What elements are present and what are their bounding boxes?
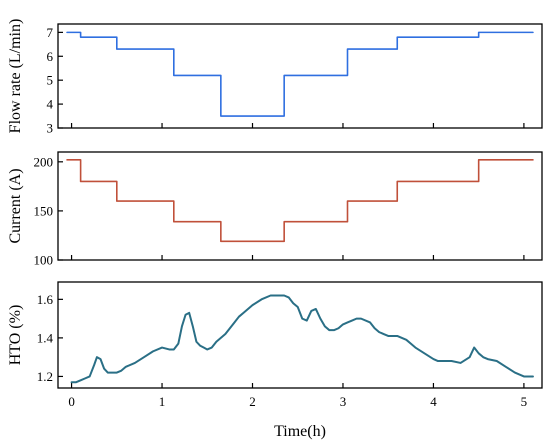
current-ticks: 100 150 200 (34, 154, 525, 268)
hto-panel: HTO (%) 0 1 2 3 4 5 1.2 1.4 1.6 (7, 281, 543, 409)
current-series (66, 159, 534, 243)
flow-rate-plot-frame (57, 23, 543, 129)
flow-rate-ytick-label: 5 (47, 73, 54, 88)
current-ylabel: Current (A) (7, 168, 24, 243)
hto-ylabel: HTO (%) (7, 305, 24, 366)
flow-rate-ytick-label: 7 (47, 25, 54, 40)
current-plot-frame (57, 151, 543, 261)
flow-rate-ytick-label: 4 (47, 97, 54, 112)
hto-xtick-label: 3 (340, 394, 347, 409)
flow-rate-ytick-label: 3 (47, 121, 54, 136)
hto-xtick-label: 1 (159, 394, 166, 409)
flow-rate-ticks: 3 4 5 6 7 (47, 25, 525, 136)
current-series-line (66, 159, 534, 243)
x-axis-title: Time(h) (274, 423, 326, 440)
hto-ticks: 0 1 2 3 4 5 1.2 1.4 1.6 (37, 292, 527, 409)
hto-ytick-label: 1.2 (37, 369, 53, 384)
hto-ytick-label: 1.4 (37, 330, 54, 345)
hto-ytick-label: 1.6 (37, 292, 54, 307)
flow-rate-series (66, 31, 534, 117)
flow-rate-series-line (66, 31, 534, 117)
current-ytick-label: 150 (34, 203, 54, 218)
flow-rate-ylabel: Flow rate (L/min) (7, 19, 24, 134)
hto-plot-frame (57, 281, 543, 389)
current-panel: Current (A) 100 150 200 (7, 151, 543, 268)
hto-xtick-label: 4 (430, 394, 437, 409)
flow-rate-panel: Flow rate (L/min) 3 4 5 6 7 (7, 19, 543, 136)
hto-xtick-label: 0 (68, 394, 75, 409)
current-ytick-label: 200 (34, 154, 54, 169)
hto-series-line (70, 294, 534, 384)
hto-series (70, 294, 534, 384)
flow-rate-ytick-label: 6 (47, 49, 54, 64)
hto-xtick-label: 5 (521, 394, 528, 409)
hto-xtick-label: 2 (249, 394, 256, 409)
current-ytick-label: 100 (34, 253, 54, 268)
